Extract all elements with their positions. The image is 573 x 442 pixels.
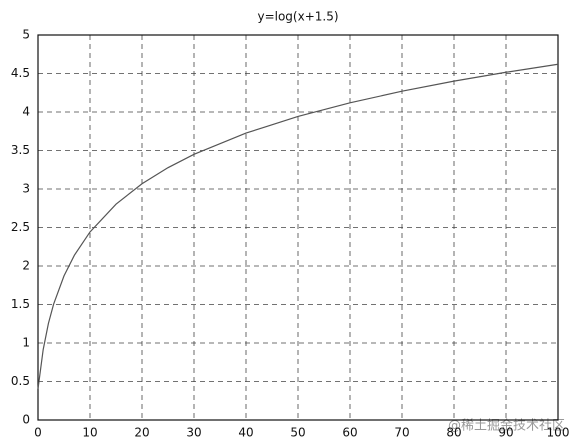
x-tick-label: 80: [446, 426, 461, 440]
x-tick-label: 90: [498, 426, 513, 440]
x-tick-label: 50: [290, 426, 305, 440]
x-tick-label: 20: [134, 426, 149, 440]
y-tick-label: 5: [22, 28, 30, 42]
x-tick-label: 40: [238, 426, 253, 440]
watermark: @稀土掘金技术社区: [448, 418, 565, 434]
chart-title: y=log(x+1.5): [257, 10, 338, 24]
data-line: [37, 63, 559, 389]
y-tick-label: 0: [22, 413, 30, 427]
plot-frame: [37, 34, 559, 421]
y-tick-label: 3.5: [11, 143, 30, 157]
x-tick-label: 10: [82, 426, 97, 440]
y-tick-label: 1: [22, 336, 30, 350]
y-tick-label: 4.5: [11, 66, 30, 80]
y-tick-label: 3: [22, 182, 30, 196]
x-tick-label: 0: [34, 426, 42, 440]
x-tick-label: 100: [547, 426, 570, 440]
x-tick-label: 70: [394, 426, 409, 440]
y-tick-label: 2.5: [11, 220, 30, 234]
y-tick-label: 2: [22, 259, 30, 273]
x-tick-label: 30: [186, 426, 201, 440]
y-tick-label: 0.5: [11, 374, 30, 388]
y-tick-label: 4: [22, 105, 30, 119]
x-tick-label: 60: [342, 426, 357, 440]
y-tick-label: 1.5: [11, 297, 30, 311]
